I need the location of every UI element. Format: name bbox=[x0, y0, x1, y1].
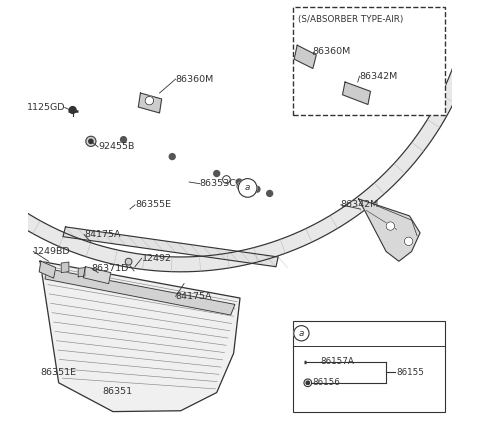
Polygon shape bbox=[40, 261, 240, 411]
Text: 1249BD: 1249BD bbox=[33, 247, 71, 256]
Text: 86342M: 86342M bbox=[341, 200, 379, 210]
Text: (S/ABSORBER TYPE-AIR): (S/ABSORBER TYPE-AIR) bbox=[298, 15, 403, 24]
Circle shape bbox=[69, 107, 76, 113]
Text: a: a bbox=[245, 184, 250, 193]
Text: 86355E: 86355E bbox=[135, 200, 171, 210]
Circle shape bbox=[254, 186, 260, 192]
Circle shape bbox=[223, 176, 230, 183]
Polygon shape bbox=[138, 93, 162, 113]
Polygon shape bbox=[83, 267, 111, 283]
Text: 84175A: 84175A bbox=[84, 230, 120, 239]
Polygon shape bbox=[0, 17, 480, 272]
Polygon shape bbox=[294, 45, 316, 68]
Text: 86353C: 86353C bbox=[200, 179, 237, 188]
Circle shape bbox=[125, 258, 132, 265]
Circle shape bbox=[404, 237, 413, 246]
Text: 12492: 12492 bbox=[142, 254, 172, 263]
Circle shape bbox=[86, 136, 96, 147]
FancyBboxPatch shape bbox=[293, 7, 445, 115]
Text: 86351: 86351 bbox=[102, 387, 132, 396]
Text: 86360M: 86360M bbox=[313, 47, 351, 56]
Circle shape bbox=[306, 381, 310, 385]
Circle shape bbox=[267, 190, 273, 196]
Polygon shape bbox=[61, 262, 69, 273]
Circle shape bbox=[294, 326, 309, 341]
Polygon shape bbox=[45, 269, 235, 315]
Polygon shape bbox=[63, 227, 278, 267]
Polygon shape bbox=[343, 82, 371, 105]
Circle shape bbox=[386, 222, 395, 230]
Text: 86351E: 86351E bbox=[40, 368, 76, 377]
Text: 86155: 86155 bbox=[397, 368, 425, 377]
Text: 86342M: 86342M bbox=[360, 71, 398, 81]
Circle shape bbox=[237, 182, 245, 190]
Text: 92455B: 92455B bbox=[98, 142, 134, 151]
Bar bbox=[293, 320, 445, 411]
Circle shape bbox=[236, 179, 242, 185]
Circle shape bbox=[238, 178, 257, 197]
Text: 1125GD: 1125GD bbox=[27, 103, 65, 112]
Circle shape bbox=[89, 139, 93, 144]
Circle shape bbox=[120, 137, 126, 143]
Text: 86371D: 86371D bbox=[92, 264, 129, 273]
Text: 84175A: 84175A bbox=[176, 292, 212, 301]
Circle shape bbox=[304, 379, 312, 387]
Circle shape bbox=[145, 96, 154, 105]
Text: 86156: 86156 bbox=[313, 378, 341, 387]
Circle shape bbox=[169, 153, 175, 159]
Polygon shape bbox=[359, 199, 420, 261]
Polygon shape bbox=[39, 261, 56, 278]
Text: a: a bbox=[299, 329, 304, 338]
Text: 86360M: 86360M bbox=[176, 74, 214, 84]
Polygon shape bbox=[78, 268, 85, 277]
Circle shape bbox=[214, 170, 220, 176]
Text: 86157A: 86157A bbox=[321, 357, 354, 366]
